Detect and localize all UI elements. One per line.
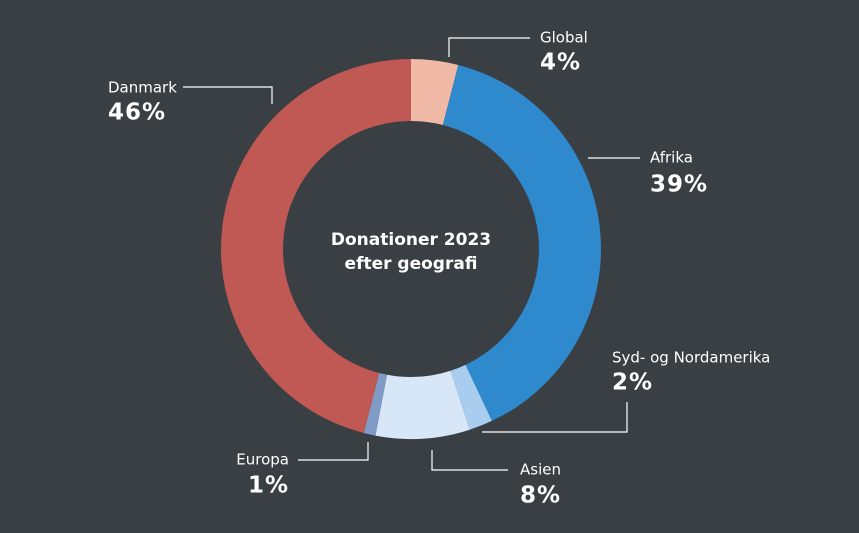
chart-title: Donationer 2023 [331, 230, 491, 250]
data-label: 2% [612, 370, 653, 396]
leader-line [183, 86, 273, 104]
slice [411, 59, 459, 126]
slice [442, 64, 601, 421]
legend-label: Danmark [108, 79, 177, 97]
slice [450, 364, 492, 430]
legend-label: Afrika [650, 149, 693, 167]
legend-label: Asien [520, 461, 561, 479]
donut [221, 59, 601, 439]
chart-title: efter geografi [345, 254, 478, 274]
slice [375, 370, 470, 439]
data-label: 1% [248, 473, 289, 499]
leader-line [482, 402, 628, 433]
data-label: 8% [520, 483, 561, 509]
data-label: 39% [650, 172, 708, 198]
leader-line [298, 442, 369, 461]
leader-line [431, 450, 508, 471]
data-label: 4% [540, 50, 581, 76]
leader-line [448, 37, 530, 57]
legend-label: Global [540, 29, 588, 47]
legend-label: Syd- og Nordamerika [612, 349, 770, 367]
data-label: 46% [108, 100, 166, 126]
slice [221, 59, 411, 434]
slice [363, 372, 388, 436]
legend-label: Europa [236, 451, 289, 469]
